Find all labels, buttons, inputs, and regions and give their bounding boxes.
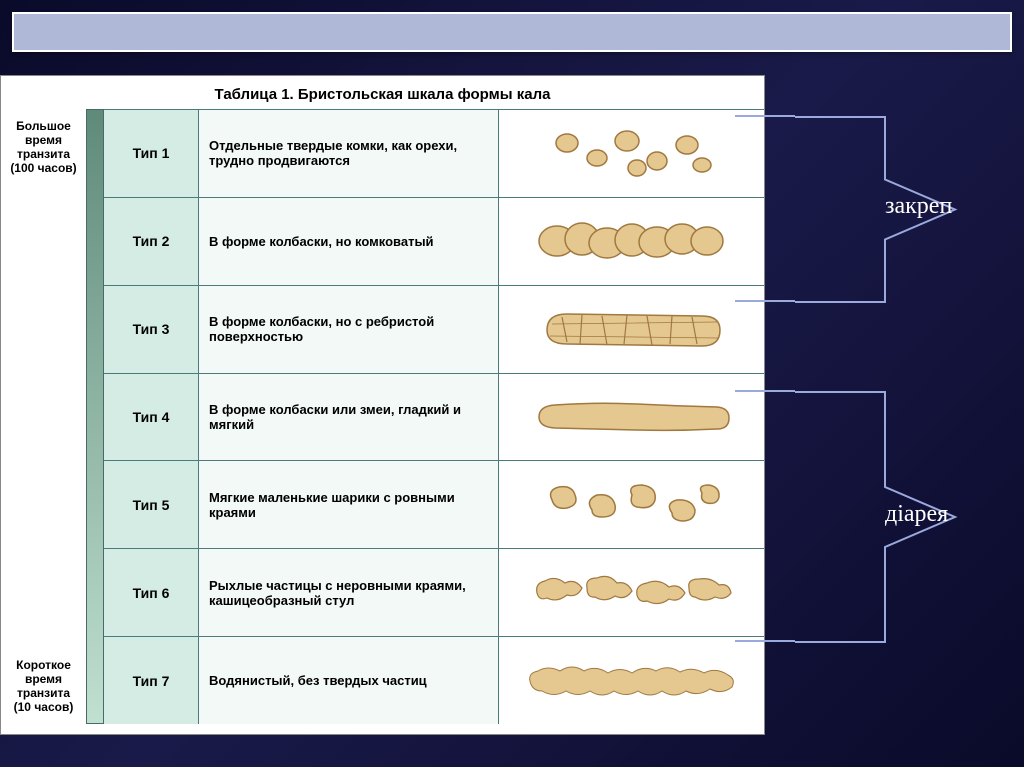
description-cell: Мягкие маленькие шарики с ровными краями bbox=[199, 461, 499, 548]
description-cell: В форме колбаски или змеи, гладкий и мяг… bbox=[199, 374, 499, 461]
type-cell: Тип 2 bbox=[104, 198, 199, 285]
table-row: Тип 5 Мягкие маленькие шарики с ровными … bbox=[104, 460, 764, 548]
stool-image-cell bbox=[499, 286, 764, 373]
connector-line bbox=[735, 640, 795, 642]
type-cell: Тип 1 bbox=[104, 110, 199, 197]
title-bar bbox=[12, 12, 1012, 52]
arrow-label: діарея bbox=[885, 501, 948, 528]
connector-line bbox=[735, 390, 795, 392]
description-cell: В форме колбаски, но комковатый bbox=[199, 198, 499, 285]
stool-image-cell bbox=[499, 110, 764, 197]
table-row: Тип 1 Отдельные твердые комки, как орехи… bbox=[104, 109, 764, 197]
side-annotation-panel: закреп діарея bbox=[765, 75, 1024, 735]
connector-line bbox=[735, 115, 795, 117]
stool-image-cell bbox=[499, 549, 764, 636]
type-cell: Тип 7 bbox=[104, 637, 199, 724]
table-row: Тип 4 В форме колбаски или змеи, гладкий… bbox=[104, 373, 764, 461]
description-cell: В форме колбаски, но с ребристой поверхн… bbox=[199, 286, 499, 373]
table-row: Тип 6 Рыхлые частицы с неровными краями,… bbox=[104, 548, 764, 636]
gradient-bar bbox=[86, 109, 104, 724]
type-cell: Тип 6 bbox=[104, 549, 199, 636]
description-cell: Отдельные твердые комки, как орехи, труд… bbox=[199, 110, 499, 197]
stool-image-cell bbox=[499, 461, 764, 548]
transit-long-label: Большоевремятранзита(100 часов) bbox=[5, 119, 82, 175]
description-cell: Водянистый, без твердых частиц bbox=[199, 637, 499, 724]
type-cell: Тип 4 bbox=[104, 374, 199, 461]
description-cell: Рыхлые частицы с неровными краями, кашиц… bbox=[199, 549, 499, 636]
table-row: Тип 3 В форме колбаски, но с ребристой п… bbox=[104, 285, 764, 373]
arrow-label: закреп bbox=[885, 193, 952, 220]
stool-image-cell bbox=[499, 374, 764, 461]
chart-body: Большоевремятранзита(100 часов) Короткое… bbox=[1, 109, 764, 724]
stool-image-cell bbox=[499, 637, 764, 724]
connector-line bbox=[735, 300, 795, 302]
table-row: Тип 7 Водянистый, без твердых частиц bbox=[104, 636, 764, 724]
type-cell: Тип 5 bbox=[104, 461, 199, 548]
chart-title: Таблица 1. Бристольская шкала формы кала bbox=[1, 76, 764, 109]
type-cell: Тип 3 bbox=[104, 286, 199, 373]
table-row: Тип 2 В форме колбаски, но комковатый bbox=[104, 197, 764, 285]
stool-image-cell bbox=[499, 198, 764, 285]
stool-table: Тип 1 Отдельные твердые комки, как орехи… bbox=[104, 109, 764, 724]
transit-time-column: Большоевремятранзита(100 часов) Короткое… bbox=[1, 109, 86, 724]
bristol-chart-panel: Таблица 1. Бристольская шкала формы кала… bbox=[0, 75, 765, 735]
transit-short-label: Короткоевремятранзита(10 часов) bbox=[5, 658, 82, 714]
